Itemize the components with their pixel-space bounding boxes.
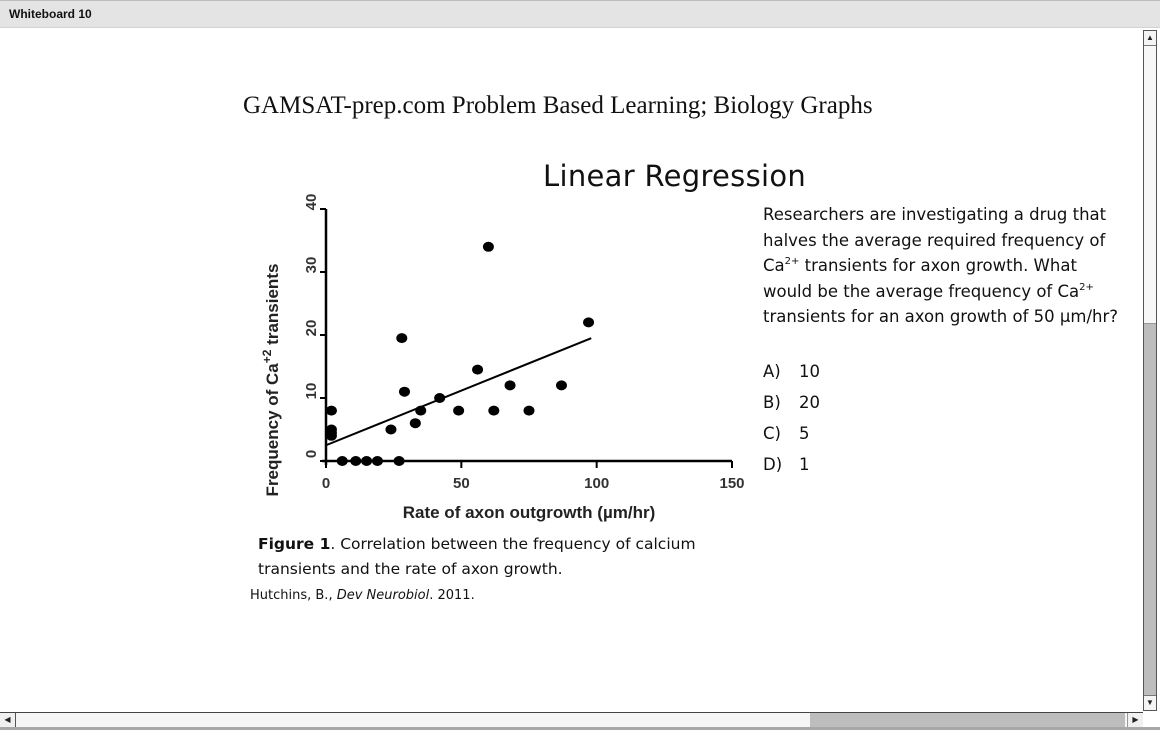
regression-line [325,337,592,447]
slide-title: Linear Regression [543,159,807,193]
option-d: D) 1 [763,455,820,486]
scroll-left-arrow-icon[interactable]: ◀ [0,713,16,727]
data-point [336,456,348,466]
y-tick-label: 10 [303,383,320,400]
page-heading: GAMSAT-prep.com Problem Based Learning; … [243,92,873,119]
data-point [583,317,595,328]
y-axis-label: Frequency of Ca+2 transients [260,264,282,497]
chart-canvas: 0 10 20 30 40 0 50 100 150 Rate of axon outgrowth… [260,194,745,522]
horizontal-scrollbar[interactable]: ◀ ▶ [0,712,1143,727]
window-titlebar: Whiteboard 10 [0,0,1160,28]
citation: Hutchins, B., Dev Neurobiol. 2011. [250,588,475,603]
scatter-chart: 0 10 20 30 40 0 50 100 150 Rate of axon outgrowth… [250,190,750,535]
data-point [325,430,337,441]
data-point [325,405,337,416]
citation-journal: Dev Neurobiol [336,588,430,603]
data-point [482,241,494,252]
data-point [393,456,405,466]
data-point [555,380,567,391]
question-part: transients for axon growth. What would b… [763,256,1080,301]
question-part: transients for an axon growth of 50 µm/h… [763,307,1119,326]
option-letter: D) [763,455,783,474]
option-letter: C) [763,424,781,443]
x-tick-label: 50 [453,475,470,492]
data-point [472,364,484,375]
question-text: Researchers are investigating a drug tha… [763,202,1123,330]
data-point [361,456,373,466]
data-point [398,386,410,397]
scroll-right-arrow-icon[interactable]: ▶ [1127,713,1143,727]
y-tick-label: 0 [303,450,320,458]
x-tick-label: 0 [322,475,330,492]
option-letter: B) [763,393,781,412]
option-a: A) 10 [763,362,820,393]
horizontal-scroll-thumb[interactable] [810,713,1125,727]
x-tick-label: 150 [719,475,744,492]
option-value: 10 [799,362,820,381]
superscript: 2+ [784,256,800,267]
data-point [396,333,408,344]
data-point [409,418,421,429]
data-point [385,424,397,435]
option-value: 20 [799,393,820,412]
option-c: C) 5 [763,424,820,455]
data-point [371,456,383,466]
y-tick-label: 30 [303,257,320,274]
data-point [350,456,362,466]
data-point [488,405,500,416]
window-title: Whiteboard 10 [9,7,92,21]
superscript: 2+ [1079,281,1094,293]
vertical-scrollbar[interactable]: ▲ ▼ [1143,30,1157,711]
option-value: 5 [799,424,810,443]
y-tick-label: 40 [303,194,320,211]
x-tick-label: 100 [584,475,609,492]
figure-caption: Figure 1. Correlation between the freque… [258,532,768,582]
caption-text: . Correlation between the frequency of c… [258,535,696,578]
y-tick-label: 20 [303,320,320,337]
window-bottom-edge [0,727,1160,730]
option-letter: A) [763,362,781,381]
caption-label: Figure 1 [258,535,331,553]
option-b: B) 20 [763,393,820,424]
data-point [415,405,427,416]
citation-year: . 2011. [429,588,475,603]
scroll-down-arrow-icon[interactable]: ▼ [1144,695,1156,710]
data-point [434,393,446,403]
answer-options: A) 10 B) 20 C) 5 D) 1 [763,362,820,486]
vertical-scroll-thumb[interactable] [1144,323,1156,696]
option-value: 1 [799,455,810,474]
x-axis-label: Rate of axon outgrowth (µm/hr) [403,503,656,522]
scroll-up-arrow-icon[interactable]: ▲ [1144,31,1156,46]
data-point [523,405,535,416]
question-part: Researchers are investigating a drug tha… [763,205,1107,275]
data-point [453,405,465,416]
data-point [504,380,516,391]
citation-author: Hutchins, B., [250,588,337,603]
